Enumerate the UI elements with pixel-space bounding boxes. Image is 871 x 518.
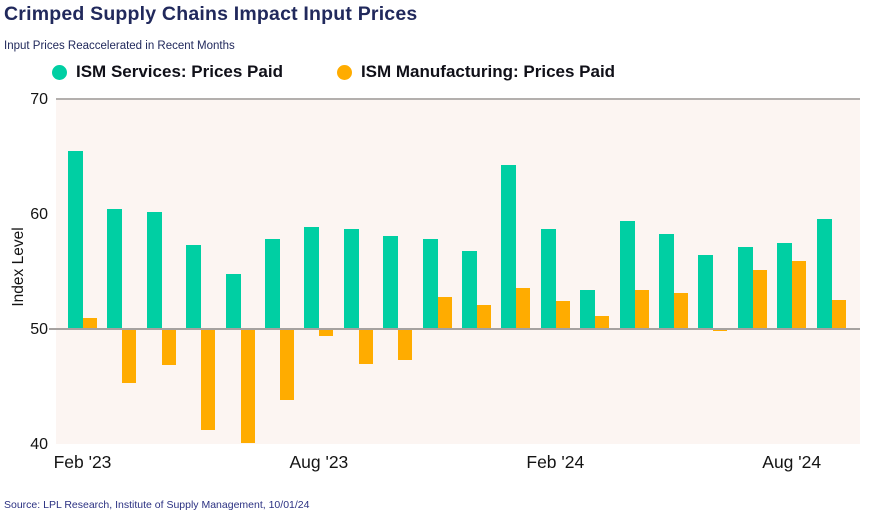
services-bar bbox=[422, 239, 438, 329]
x-tick-label: Feb '24 bbox=[526, 452, 585, 472]
manufacturing-bar bbox=[831, 300, 846, 329]
y-tick-label: 60 bbox=[30, 205, 48, 223]
services-bar bbox=[304, 226, 320, 329]
services-bar bbox=[383, 235, 399, 329]
services-bar bbox=[737, 247, 753, 329]
services-bar bbox=[107, 209, 123, 329]
manufacturing-bar bbox=[437, 296, 452, 329]
source-note: Source: LPL Research, Institute of Suppl… bbox=[4, 499, 310, 511]
manufacturing-bar bbox=[477, 304, 491, 329]
services-bar bbox=[265, 239, 280, 329]
manufacturing-bar bbox=[201, 329, 216, 431]
services-bar bbox=[659, 233, 674, 329]
y-tick-label: 40 bbox=[30, 435, 48, 453]
manufacturing-bar bbox=[358, 329, 373, 364]
manufacturing-bar bbox=[516, 287, 531, 329]
services-bar bbox=[146, 211, 162, 329]
services-bar bbox=[619, 220, 635, 329]
services-bar bbox=[462, 250, 477, 329]
manufacturing-bar bbox=[83, 317, 97, 329]
manufacturing-bar bbox=[240, 329, 255, 443]
services-bar bbox=[580, 289, 596, 329]
manufacturing-bar bbox=[161, 329, 176, 365]
x-tick-label: Aug '23 bbox=[289, 452, 349, 472]
x-axis: Feb '23 Aug '23 Feb '24 Aug '24 bbox=[53, 452, 860, 476]
y-tick-label: 50 bbox=[30, 320, 48, 338]
manufacturing-legend-dot bbox=[336, 64, 352, 80]
manufacturing-bar bbox=[122, 329, 137, 384]
manufacturing-bar bbox=[398, 329, 413, 361]
manufacturing-bar bbox=[280, 329, 294, 401]
plot-area bbox=[49, 98, 860, 444]
manufacturing-bar bbox=[752, 270, 767, 329]
y-tick-label: 70 bbox=[30, 90, 48, 108]
services-bar bbox=[816, 218, 832, 329]
services-bar bbox=[68, 150, 83, 329]
legend-item-services: ISM Services: Prices Paid bbox=[52, 62, 283, 82]
x-tick-label: Feb '23 bbox=[53, 452, 112, 472]
manufacturing-bar bbox=[792, 261, 807, 329]
manufacturing-bar bbox=[555, 301, 570, 329]
services-bar bbox=[225, 273, 241, 329]
manufacturing-bar bbox=[634, 289, 649, 329]
services-bar bbox=[540, 228, 556, 329]
services-legend-dot bbox=[52, 64, 67, 80]
x-tick-label: Aug '24 bbox=[762, 452, 822, 472]
manufacturing-legend-label: ISM Manufacturing: Prices Paid bbox=[360, 62, 616, 81]
manufacturing-bar bbox=[713, 329, 728, 332]
services-bar bbox=[698, 255, 714, 329]
manufacturing-bar bbox=[674, 293, 688, 329]
manufacturing-bar bbox=[319, 329, 334, 336]
page-title: Crimped Supply Chains Impact Input Price… bbox=[4, 3, 418, 25]
legend-item-manufacturing: ISM Manufacturing: Prices Paid bbox=[336, 62, 616, 82]
manufacturing-bar bbox=[595, 316, 610, 329]
services-bar bbox=[501, 164, 517, 329]
legend: ISM Services: Prices Paid ISM Manufactur… bbox=[52, 62, 615, 82]
plot-top-border bbox=[56, 98, 860, 100]
services-legend-label: ISM Services: Prices Paid bbox=[76, 62, 283, 81]
services-bar bbox=[186, 245, 202, 329]
baseline-gridline bbox=[49, 328, 860, 330]
services-bar bbox=[777, 242, 793, 329]
services-bar bbox=[343, 228, 359, 329]
page-subtitle: Input Prices Reaccelerated in Recent Mon… bbox=[4, 40, 235, 52]
y-axis: 70 60 50 40 bbox=[0, 91, 48, 453]
